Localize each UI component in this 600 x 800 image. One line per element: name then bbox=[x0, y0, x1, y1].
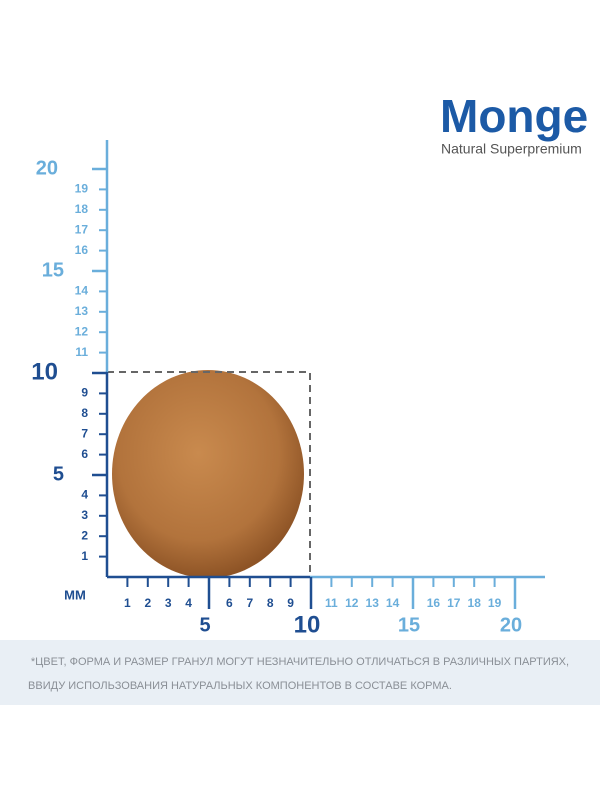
y-tick-label: 6 bbox=[81, 447, 88, 461]
y-tick-label: 19 bbox=[75, 182, 89, 196]
x-tick-label: 13 bbox=[366, 596, 380, 610]
y-tick-label: 7 bbox=[81, 426, 88, 440]
x-major-label: 20 bbox=[500, 614, 522, 636]
x-major-label: 10 bbox=[294, 611, 321, 638]
unit-label: ММ bbox=[64, 587, 86, 602]
y-tick-label: 12 bbox=[75, 324, 89, 338]
y-major-label: 5 bbox=[53, 463, 64, 485]
y-tick-label: 3 bbox=[81, 508, 88, 522]
y-major-label: 20 bbox=[36, 157, 58, 179]
x-tick-label: 17 bbox=[447, 596, 461, 610]
x-tick-label: 6 bbox=[226, 596, 233, 610]
footnote-line: ВВИДУ ИСПОЛЬЗОВАНИЯ НАТУРАЛЬНЫХ КОМПОНЕН… bbox=[28, 680, 452, 692]
x-tick-label: 3 bbox=[165, 596, 172, 610]
y-tick-label: 1 bbox=[81, 549, 88, 563]
y-tick-label: 13 bbox=[75, 304, 89, 318]
x-tick-label: 19 bbox=[488, 596, 502, 610]
footnote-line: *ЦВЕТ, ФОРМА И РАЗМЕР ГРАНУЛ МОГУТ НЕЗНА… bbox=[31, 656, 569, 668]
y-major-label: 15 bbox=[42, 259, 64, 281]
x-tick-label: 8 bbox=[267, 596, 274, 610]
y-tick-label: 2 bbox=[81, 528, 88, 542]
y-major-label: 10 bbox=[31, 358, 58, 385]
y-tick-label: 4 bbox=[81, 488, 88, 502]
y-tick-label: 17 bbox=[75, 222, 89, 236]
y-tick-label: 9 bbox=[81, 386, 88, 400]
y-tick-label: 14 bbox=[75, 284, 89, 298]
x-tick-label: 9 bbox=[287, 596, 294, 610]
x-major-label: 5 bbox=[199, 614, 210, 636]
x-tick-label: 16 bbox=[427, 596, 441, 610]
x-tick-label: 1 bbox=[124, 596, 131, 610]
pellet bbox=[112, 370, 304, 578]
x-tick-label: 14 bbox=[386, 596, 400, 610]
y-tick-label: 8 bbox=[81, 406, 88, 420]
x-tick-label: 18 bbox=[468, 596, 482, 610]
brand-tagline: Natural Superpremium bbox=[441, 141, 582, 157]
brand-logo: Monge bbox=[440, 90, 588, 142]
x-tick-label: 2 bbox=[144, 596, 151, 610]
x-tick-label: 4 bbox=[185, 596, 192, 610]
x-tick-label: 11 bbox=[325, 596, 338, 610]
x-major-label: 15 bbox=[398, 614, 420, 636]
x-tick-label: 7 bbox=[246, 596, 253, 610]
footnote-band bbox=[0, 640, 600, 705]
y-tick-label: 18 bbox=[75, 202, 89, 216]
x-tick-label: 12 bbox=[345, 596, 359, 610]
y-tick-label: 11 bbox=[75, 345, 88, 359]
y-tick-label: 16 bbox=[75, 243, 89, 257]
